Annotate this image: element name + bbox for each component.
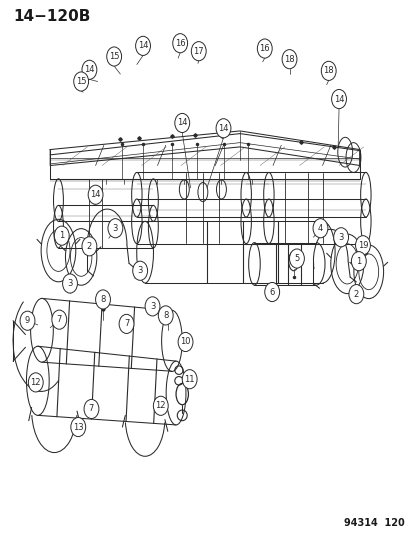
Circle shape xyxy=(191,42,206,61)
Circle shape xyxy=(355,236,370,255)
Text: 8: 8 xyxy=(100,295,105,304)
Text: 3: 3 xyxy=(150,302,155,311)
Circle shape xyxy=(20,311,35,330)
Text: 3: 3 xyxy=(67,279,73,288)
Circle shape xyxy=(95,290,110,309)
Text: 16: 16 xyxy=(174,39,185,48)
Circle shape xyxy=(257,39,271,58)
Text: 3: 3 xyxy=(137,266,142,275)
Circle shape xyxy=(82,60,97,79)
Text: 2: 2 xyxy=(353,289,358,298)
Text: 13: 13 xyxy=(73,423,83,432)
Text: 19: 19 xyxy=(357,241,367,250)
Circle shape xyxy=(281,50,296,69)
Text: 8: 8 xyxy=(163,311,168,320)
Text: 17: 17 xyxy=(193,47,204,55)
Circle shape xyxy=(312,219,327,238)
Circle shape xyxy=(74,72,88,91)
Circle shape xyxy=(264,282,279,302)
Circle shape xyxy=(216,119,230,138)
Text: 14: 14 xyxy=(138,42,148,51)
Circle shape xyxy=(178,333,192,352)
Text: 1: 1 xyxy=(59,231,64,240)
Text: 11: 11 xyxy=(184,375,195,384)
Text: 3: 3 xyxy=(337,233,343,242)
Text: 7: 7 xyxy=(123,319,129,328)
Circle shape xyxy=(351,252,366,271)
Circle shape xyxy=(182,369,197,389)
Text: 14: 14 xyxy=(177,118,187,127)
Circle shape xyxy=(82,237,97,256)
Circle shape xyxy=(333,228,348,247)
Circle shape xyxy=(54,226,69,245)
Circle shape xyxy=(135,36,150,55)
Text: 5: 5 xyxy=(294,254,299,263)
Text: 7: 7 xyxy=(88,405,94,414)
Text: 15: 15 xyxy=(109,52,119,61)
Text: 6: 6 xyxy=(269,287,274,296)
Circle shape xyxy=(172,34,187,53)
Text: 15: 15 xyxy=(76,77,86,86)
Text: 4: 4 xyxy=(317,224,322,233)
Circle shape xyxy=(158,306,173,325)
Text: 18: 18 xyxy=(323,67,333,75)
Text: 14: 14 xyxy=(218,124,228,133)
Circle shape xyxy=(289,249,304,268)
Circle shape xyxy=(108,219,123,238)
Text: 14: 14 xyxy=(84,66,95,74)
Text: 14: 14 xyxy=(90,190,101,199)
Circle shape xyxy=(71,417,85,437)
Circle shape xyxy=(331,90,346,109)
Text: 1: 1 xyxy=(355,257,361,265)
Circle shape xyxy=(174,114,189,133)
Circle shape xyxy=(28,373,43,392)
Text: 16: 16 xyxy=(259,44,269,53)
Text: 14: 14 xyxy=(333,94,344,103)
Text: 10: 10 xyxy=(180,337,190,346)
Circle shape xyxy=(84,399,99,418)
Circle shape xyxy=(153,396,168,415)
Circle shape xyxy=(348,285,363,304)
Circle shape xyxy=(107,47,121,66)
Text: 7: 7 xyxy=(57,315,62,324)
Text: 3: 3 xyxy=(112,224,118,233)
Circle shape xyxy=(133,261,147,280)
Text: 18: 18 xyxy=(283,55,294,63)
Text: 94314  120: 94314 120 xyxy=(344,518,404,528)
Circle shape xyxy=(320,61,335,80)
Circle shape xyxy=(88,185,103,204)
Text: 12: 12 xyxy=(155,401,166,410)
Circle shape xyxy=(62,274,77,293)
Circle shape xyxy=(145,297,159,316)
Circle shape xyxy=(119,314,134,334)
Text: 14−120B: 14−120B xyxy=(13,9,90,23)
Text: 2: 2 xyxy=(87,242,92,251)
Text: 9: 9 xyxy=(25,316,30,325)
Circle shape xyxy=(52,310,66,329)
Text: 12: 12 xyxy=(31,378,41,387)
